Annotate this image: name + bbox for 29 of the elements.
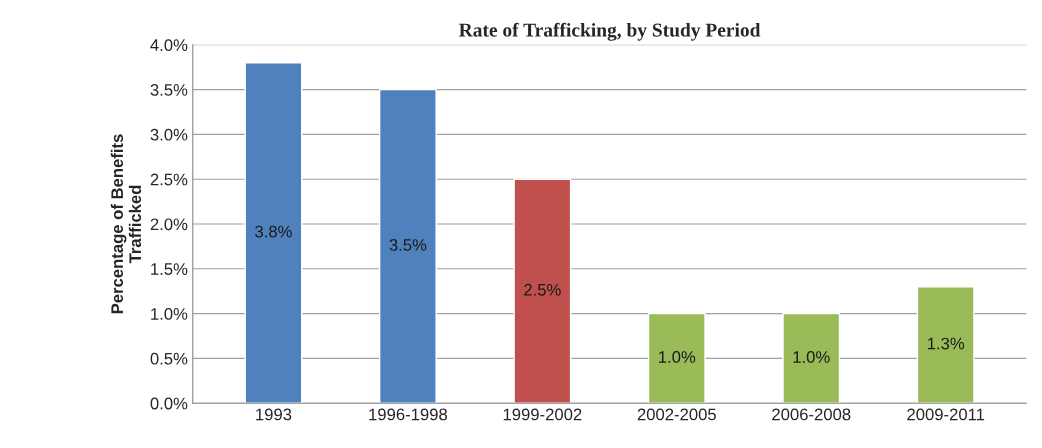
- bar: [513, 178, 572, 404]
- bar: [378, 88, 437, 404]
- y-tick-label: 0.5%: [150, 352, 188, 365]
- data-label: 1.0%: [659, 351, 696, 363]
- y-tick-label: 3.0%: [150, 128, 188, 141]
- x-tick-label: 2006-2008: [772, 408, 851, 421]
- x-tick-label: 1999-2002: [503, 408, 582, 421]
- y-tick-label: 1.5%: [151, 263, 188, 275]
- chart-title: Rate of Trafficking, by Study Period: [459, 22, 761, 41]
- data-label: 1.3%: [927, 337, 965, 350]
- y-tick-label: 4.0%: [150, 39, 188, 51]
- data-label: 1.0%: [793, 351, 830, 363]
- y-tick-label: 3.5%: [150, 84, 188, 96]
- bar: [916, 286, 975, 404]
- data-label: 3.8%: [255, 225, 292, 238]
- y-tick-label: 2.0%: [150, 218, 188, 231]
- bar: [647, 312, 706, 404]
- y-tick-label: 2.5%: [150, 173, 188, 186]
- y-tick-label: 0.0%: [150, 397, 188, 410]
- bar: [782, 312, 841, 404]
- data-label: 3.5%: [389, 239, 427, 251]
- y-axis-title: Percentage of Benefits Trafficked: [110, 134, 142, 314]
- bar: [244, 62, 303, 404]
- x-tick-label: 2002-2005: [637, 408, 716, 421]
- data-label: 2.5%: [524, 283, 561, 296]
- x-tick-label: 1996-1998: [369, 408, 448, 421]
- y-tick-label: 1.0%: [151, 308, 188, 320]
- x-tick-label: 1993: [256, 408, 292, 421]
- x-tick-label: 2009-2011: [907, 408, 985, 421]
